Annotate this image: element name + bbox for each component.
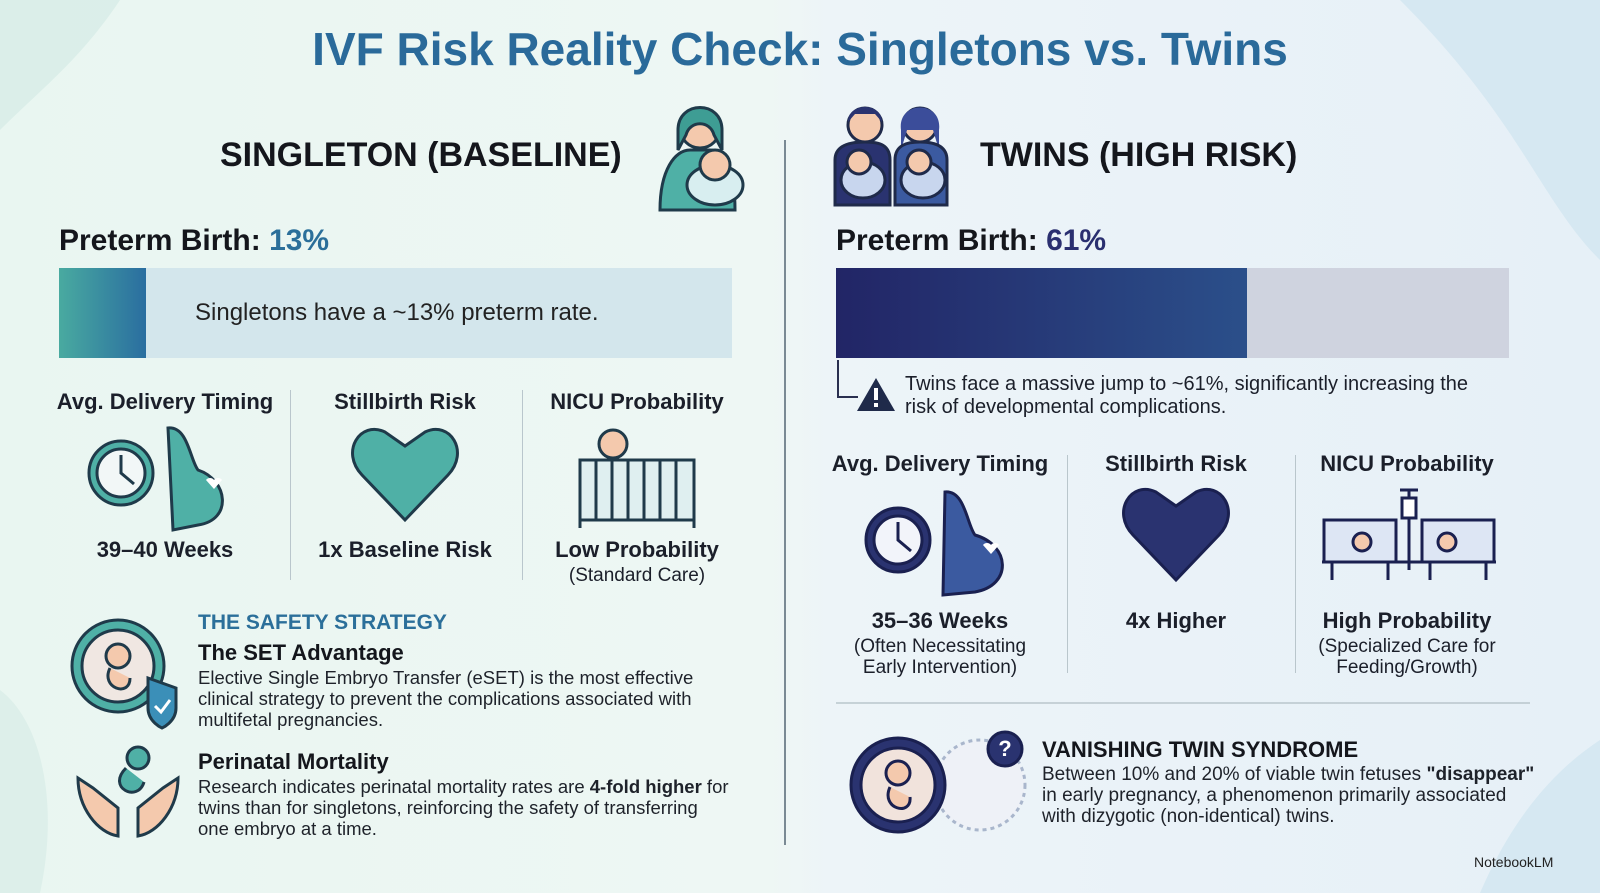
svg-text:?: ? [998, 736, 1011, 761]
text-segment: in early pregnancy, a phenomenon primari… [1042, 785, 1507, 827]
metric-value: 1x Baseline Risk [318, 537, 492, 562]
bar-track [836, 268, 1509, 358]
metric-detail: Feeding/Growth) [1336, 657, 1478, 678]
metric-title: Avg. Delivery Timing [56, 389, 274, 414]
preterm-bar [836, 268, 1247, 358]
strategy-eyebrow: THE SAFETY STRATEGY [198, 611, 447, 634]
warning-text: Twins face a massive jump to ~61%, signi… [905, 373, 1469, 418]
vanishing-title: VANISHING TWIN SYNDROME [1042, 737, 1359, 762]
preterm-heading: Preterm Birth: 61% [836, 224, 1106, 258]
bar-note: Singletons have a ~13% preterm rate. [195, 299, 599, 326]
metric-value: High Probability [1322, 608, 1492, 633]
bar-track [59, 268, 732, 358]
metric-value: 4x Higher [1125, 608, 1227, 633]
text-segment: Between 10% and 20% of viable twin fetus… [1042, 764, 1427, 785]
vanishing-text: Between 10% and 20% of viable twin fetus… [1042, 764, 1542, 827]
strategy-title: The SET Advantage [198, 640, 404, 665]
divider [522, 390, 523, 580]
bold-text: "disappear" [1426, 764, 1535, 785]
metric-value: 39–40 Weeks [96, 537, 234, 562]
divider [1295, 455, 1296, 673]
metric-detail: (Standard Care) [568, 565, 706, 586]
preterm-bar [59, 268, 147, 358]
strategy-text: Research indicates perinatal mortality r… [198, 776, 733, 839]
preterm-rate: 13% [269, 224, 330, 257]
metric-title: NICU Probability [550, 389, 724, 414]
preterm-label: Preterm Birth: [59, 224, 261, 257]
metric-detail: (Often Necessitating [853, 636, 1027, 657]
metric-value: 35–36 Weeks [871, 608, 1009, 633]
text-segment: Research indicates perinatal mortality r… [198, 776, 590, 797]
bold-text: 4-fold higher [589, 776, 702, 797]
section-heading: TWINS (HIGH RISK) [980, 136, 1298, 174]
metric-value: Low Probability [555, 537, 719, 562]
divider [1067, 455, 1068, 673]
brand: NotebookLM [1474, 854, 1554, 870]
metric-title: Stillbirth Risk [334, 389, 476, 414]
title: IVF Risk Reality Check: Singletons vs. T… [312, 23, 1288, 75]
text-segment: Elective Single Embryo Transfer (eSET) i… [198, 667, 694, 730]
preterm-label: Preterm Birth: [836, 224, 1038, 257]
preterm-heading: Preterm Birth: 13% [59, 224, 329, 258]
strategy-text: Elective Single Embryo Transfer (eSET) i… [198, 667, 733, 730]
text-segment: for twins than for singletons, reinforci… [198, 776, 729, 839]
metric-title: Stillbirth Risk [1105, 451, 1247, 476]
preterm-rate: 61% [1046, 224, 1107, 257]
section-heading: SINGLETON (BASELINE) [220, 136, 622, 174]
metric-title: NICU Probability [1320, 451, 1494, 476]
metric-detail: Early Intervention) [862, 657, 1018, 678]
strategy-title: Perinatal Mortality [198, 749, 389, 774]
metric-title: Avg. Delivery Timing [831, 451, 1049, 476]
metric-detail: (Specialized Care for [1318, 636, 1496, 657]
divider [290, 390, 291, 580]
